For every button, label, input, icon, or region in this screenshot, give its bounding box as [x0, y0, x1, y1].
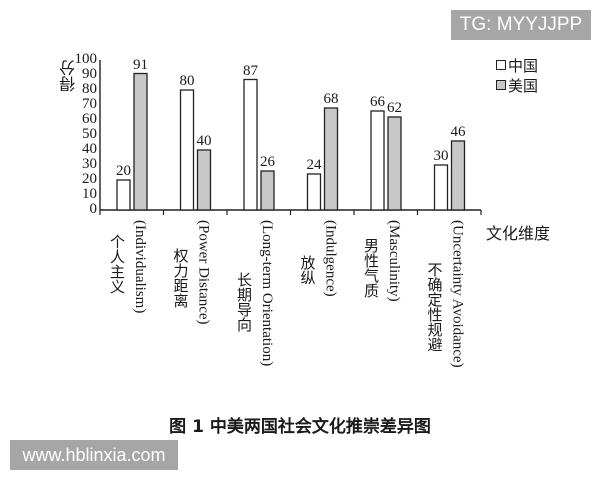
y-tick-label: 20 — [82, 171, 97, 187]
bar-china — [433, 164, 449, 211]
bar-usa — [450, 140, 466, 211]
legend: 中国 美国 — [496, 55, 538, 95]
bar-value-label: 91 — [133, 56, 148, 73]
bar-usa — [133, 72, 148, 211]
category-label-en: (Individualism) — [132, 220, 148, 314]
bar-value-label: 87 — [243, 62, 258, 79]
category-label-cn: 权力距离 — [171, 248, 190, 308]
y-tick-label: 0 — [89, 201, 98, 217]
category-label-en: (Long-term Orientation) — [259, 220, 275, 367]
bar-china — [243, 78, 258, 211]
y-tick-label: 60 — [82, 111, 97, 127]
legend-label-usa: 美国 — [508, 76, 539, 95]
category-label-en: (Power Distance) — [195, 220, 212, 325]
bar-value-label: 24 — [306, 157, 322, 173]
legend-swatch-usa — [496, 80, 506, 90]
bar-usa — [387, 116, 402, 211]
bar-usa — [260, 170, 275, 211]
bar-usa — [196, 149, 212, 211]
category-label-cn: 长期导向 — [235, 272, 253, 332]
bar-value-label: 68 — [323, 91, 339, 107]
category-label-cn: 男性气质 — [362, 238, 380, 298]
bar-value-label: 46 — [450, 124, 466, 140]
bar-usa — [323, 107, 339, 211]
category-label-cn: 个人主义 — [108, 234, 126, 294]
category-label-cn: 放纵 — [298, 255, 317, 285]
bar-china — [306, 173, 322, 211]
legend-item-usa: 美国 — [496, 75, 538, 95]
bar-value-label: 66 — [370, 94, 385, 110]
category-label-cn: 不确定性规避 — [425, 262, 444, 352]
category-label-en: (Indulgence) — [322, 220, 339, 297]
y-tick-label: 50 — [82, 126, 97, 142]
legend-swatch-china — [496, 60, 506, 70]
bar-value-label: 80 — [179, 73, 195, 89]
legend-label-china: 中国 — [508, 56, 539, 75]
y-tick-label: 70 — [82, 96, 97, 112]
y-tick-label: 10 — [82, 186, 97, 202]
figure-caption: 图 1 中美两国社会文化推崇差异图 — [169, 417, 431, 437]
x-axis-label: 文化维度 — [486, 224, 551, 243]
y-tick-label: 90 — [82, 66, 97, 82]
bar-value-label: 62 — [387, 100, 402, 116]
y-tick-label: 40 — [82, 141, 97, 157]
category-label-en: (Uncertainty Avoidance) — [449, 220, 466, 368]
bar-value-label: 30 — [433, 148, 449, 164]
bar-value-label: 40 — [196, 133, 212, 149]
bar-china — [370, 110, 385, 211]
bar-china — [116, 179, 131, 211]
y-tick-label: 80 — [82, 81, 97, 97]
bar-value-label: 26 — [260, 154, 275, 170]
legend-item-china: 中国 — [496, 55, 538, 75]
category-label-en: (Masculinity) — [386, 220, 402, 302]
y-tick-label: 30 — [82, 156, 97, 172]
bar-value-label: 20 — [116, 163, 131, 179]
watermark-top: TG: MYYJJPP — [451, 10, 591, 40]
watermark-bottom: www.hblinxia.com — [10, 440, 178, 470]
bar-china — [179, 89, 195, 211]
y-tick-label: 100 — [74, 51, 98, 67]
